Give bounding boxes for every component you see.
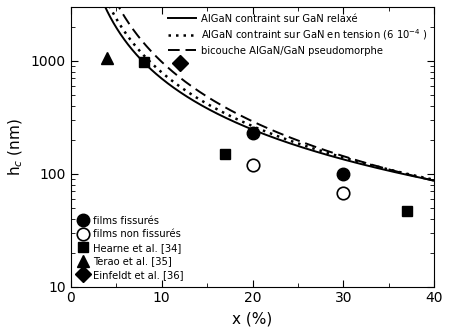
- Y-axis label: h$_c$ (nm): h$_c$ (nm): [7, 118, 25, 176]
- Legend: films fissurés, films non fissurés, Hearne et al. [34], Terao et al. [35], Einfe: films fissurés, films non fissurés, Hear…: [76, 214, 185, 282]
- X-axis label: x (%): x (%): [233, 311, 273, 326]
